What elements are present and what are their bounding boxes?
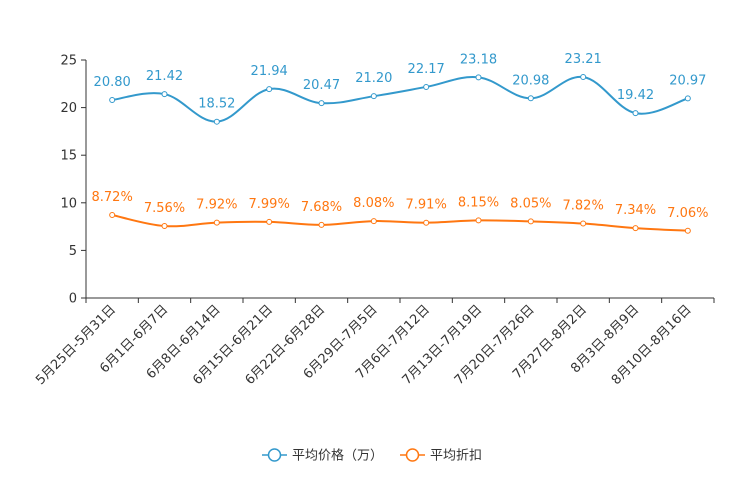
data-point [632,225,639,232]
data-label: 20.80 [94,75,131,90]
y-tick-label: 20 [60,101,77,116]
data-label: 7.56% [144,201,185,216]
data-label: 21.20 [355,71,392,86]
legend-marker-icon [405,448,420,462]
data-point [580,74,587,81]
series-layer: 20.80 21.42 18.52 21.94 20.47 21.20 22.17 23.18… [92,52,708,234]
data-label: 7.92% [196,198,237,213]
y-tick-label: 0 [69,292,77,307]
data-label: 7.99% [249,197,290,212]
data-point [318,100,325,107]
data-point [527,218,534,225]
data-label: 20.97 [669,73,706,88]
data-label: 8.05% [510,196,551,211]
series-2: 8.72% 7.56% 7.92% 7.99% 7.68% 8.08% 7.91% 8.15%… [92,190,708,234]
data-label: 18.52 [198,97,235,112]
y-axis-ticks: 0 5 10 15 20 25 [60,54,86,307]
data-point [213,118,220,125]
data-label: 22.17 [408,62,445,77]
data-point [266,86,273,93]
data-point [161,91,168,98]
y-tick-label: 5 [69,244,77,259]
y-tick-label: 15 [60,149,77,164]
data-point [161,223,168,230]
data-point [475,74,482,81]
series-line [112,76,689,123]
data-point [475,217,482,224]
y-tick-label: 10 [60,196,77,211]
data-label: 7.91% [406,198,447,213]
data-label: 7.82% [563,199,604,214]
data-label: 23.18 [460,52,497,67]
data-point [109,96,116,103]
data-point [423,219,430,226]
legend-item-1[interactable]: 平均价格（万） [262,448,383,464]
x-axis-ticks: 5月25日-5月31日6月1日-6月7日6月8日-6月14日6月15日-6月21… [33,298,715,388]
data-point [370,218,377,225]
data-point [109,211,116,218]
data-point [370,93,377,100]
legend-marker-icon [267,448,282,462]
data-point [423,83,430,90]
data-label: 20.98 [512,73,549,88]
data-label: 7.68% [301,200,342,215]
data-label: 21.94 [251,64,288,79]
data-label: 21.42 [146,69,183,84]
legend-label: 平均价格（万） [292,448,383,464]
data-label: 8.15% [458,195,499,210]
data-point [632,110,639,117]
series-line [111,214,688,232]
y-tick-label: 25 [60,54,77,69]
data-label: 20.47 [303,78,340,93]
legend[interactable]: 平均价格（万） 平均折扣 [262,448,482,464]
data-point [318,221,325,228]
data-point [684,95,691,102]
data-label: 8.08% [353,196,394,211]
legend-label: 平均折扣 [430,449,482,464]
data-point [266,218,273,225]
data-label: 7.06% [667,206,708,221]
data-point [527,95,534,102]
data-label: 7.34% [615,203,656,218]
series-1: 20.80 21.42 18.52 21.94 20.47 21.20 22.17 23.18… [94,52,706,125]
data-point [213,219,220,226]
legend-item-2[interactable]: 平均折扣 [400,448,482,464]
data-point [684,227,691,234]
data-label: 8.72% [92,190,133,205]
data-label: 19.42 [617,88,654,103]
data-label: 23.21 [565,52,602,67]
data-point [580,220,587,227]
